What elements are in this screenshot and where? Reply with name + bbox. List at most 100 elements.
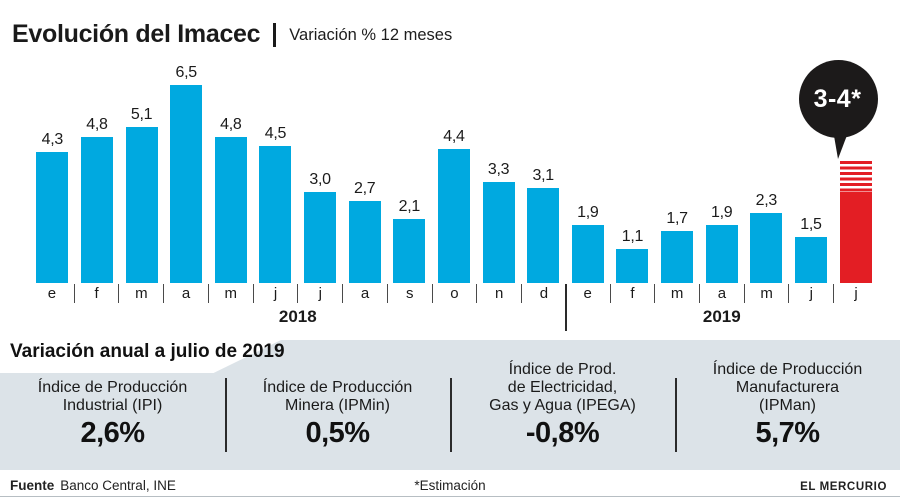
bar-value-label: 6,5: [175, 63, 198, 81]
source-note: Fuente Banco Central, INE: [10, 478, 176, 493]
source-text: Banco Central, INE: [60, 478, 176, 493]
bar-value-label: 3,3: [487, 161, 510, 179]
bar-value-label: 4,8: [220, 115, 242, 133]
bar-value-label: 4,5: [264, 124, 287, 142]
bar-column: 6,5: [164, 58, 209, 283]
bar: [259, 145, 292, 283]
title-divider: [273, 22, 277, 47]
bar: [170, 84, 203, 283]
estimate-bar-solid: [839, 191, 872, 283]
estimate-callout-pointer: [833, 130, 849, 159]
bar-column: 1,9: [566, 58, 611, 283]
bar-column: [833, 58, 878, 283]
bar: [705, 225, 738, 283]
bar-value-label: 5,1: [130, 106, 153, 124]
bar-column: 1,9: [699, 58, 744, 283]
indicator-item: Índice de Producción Industrial (IPI) 2,6%: [0, 379, 225, 454]
month-label: j: [254, 284, 299, 303]
bar: [794, 237, 827, 283]
month-label: s: [388, 284, 433, 303]
month-label: f: [75, 284, 120, 303]
year-label: 2019: [702, 307, 741, 326]
bar-value-label: 2,1: [398, 197, 421, 215]
bar: [661, 231, 694, 283]
month-label: m: [119, 284, 165, 303]
estimate-bar-striped-range: [839, 161, 872, 192]
bar-value-label: 4,3: [41, 130, 64, 148]
month-label: j: [298, 284, 344, 303]
bar-value-label: 1,5: [800, 216, 822, 234]
bar: [125, 127, 158, 283]
brand-label: EL MERCURIO: [800, 481, 887, 493]
month-label: e: [566, 284, 611, 303]
bar-value-label: 3,1: [532, 167, 555, 185]
bar-chart: 4,3 4,8 5,1 6,5 4,8 4,5 3,0 2,7 2,1 4,4 3,3 3,1 1,9 1…: [30, 58, 878, 283]
month-label: o: [433, 284, 478, 303]
indicator-label: Índice de Producción Manufacturera (IPMan): [712, 361, 863, 414]
indicator-label: Índice de Producción Industrial (IPI): [37, 379, 188, 414]
bar-value-label: 4,8: [86, 115, 108, 133]
bar: [482, 182, 515, 283]
bar-value-label: 1,1: [621, 228, 644, 246]
bar: [616, 249, 649, 283]
bar: [393, 218, 426, 283]
bar: [214, 136, 247, 283]
bar-value-label: 4,4: [443, 127, 465, 145]
bar-value-label: 3,0: [309, 170, 331, 188]
month-label: d: [539, 285, 549, 302]
month-label: m: [655, 284, 701, 303]
bar-column: 1,1: [610, 58, 655, 283]
indicator-item: Índice de Producción Manufacturera (IPMan)…: [675, 361, 900, 454]
bar-column: 4,8: [209, 58, 254, 283]
bar: [571, 225, 604, 283]
bar-column: 4,3: [30, 58, 75, 283]
source-label: Fuente: [10, 478, 55, 493]
bar-column: 3,1: [521, 58, 566, 283]
indicator-item: Índice de Producción Minera (IPMin) 0,5%: [225, 379, 450, 454]
bar-column: 5,1: [119, 58, 164, 283]
indicator-label: Índice de Producción Minera (IPMin): [262, 379, 413, 414]
month-label: a: [700, 284, 745, 303]
indicator-label: Índice de Prod. de Electricidad, Gas y Agu…: [489, 361, 636, 414]
panel-column-divider: [675, 378, 677, 452]
estimate-callout-bubble: 3-4*: [799, 60, 878, 138]
year-label: 2018: [278, 307, 317, 326]
bar-column: 3,0: [298, 58, 343, 283]
bar-value-label: 2,7: [354, 179, 376, 197]
page-title: Evolución del Imacec: [12, 20, 261, 48]
bar-column: 2,3: [744, 58, 789, 283]
estimate-callout-label: 3-4*: [813, 84, 862, 113]
bar-column: 4,5: [253, 58, 298, 283]
bar-column: 2,7: [342, 58, 387, 283]
bar: [750, 212, 783, 283]
month-label: j: [854, 285, 858, 302]
bar-value-label: 1,7: [666, 210, 688, 228]
bar: [348, 200, 381, 283]
indicator-value: 5,7%: [755, 417, 820, 449]
estimation-footnote: *Estimación: [414, 478, 486, 493]
bar-value-label: 2,3: [755, 191, 778, 209]
bar-column: 4,4: [432, 58, 477, 283]
bar: [437, 148, 470, 283]
month-label: n: [477, 284, 523, 303]
month-label: f: [611, 284, 656, 303]
summary-panel-items: Índice de Producción Industrial (IPI) 2,6%…: [0, 361, 900, 454]
bar: [80, 136, 113, 283]
month-label: a: [164, 284, 209, 303]
month-label: m: [209, 284, 254, 303]
bar: [36, 151, 69, 283]
month-label: j: [789, 284, 835, 303]
panel-column-divider: [450, 378, 452, 452]
chart-subtitle: Variación % 12 meses: [289, 26, 453, 44]
panel-column-divider: [225, 378, 227, 452]
bar: [527, 188, 560, 283]
estimate-bar: [839, 161, 872, 283]
bar-column: 4,8: [75, 58, 120, 283]
bar: [304, 191, 337, 283]
month-label: e: [30, 284, 75, 303]
bottom-rule: [0, 496, 900, 497]
year-divider-line: [564, 284, 567, 331]
indicator-value: 2,6%: [80, 417, 145, 449]
bar-value-label: 1,9: [711, 204, 733, 222]
